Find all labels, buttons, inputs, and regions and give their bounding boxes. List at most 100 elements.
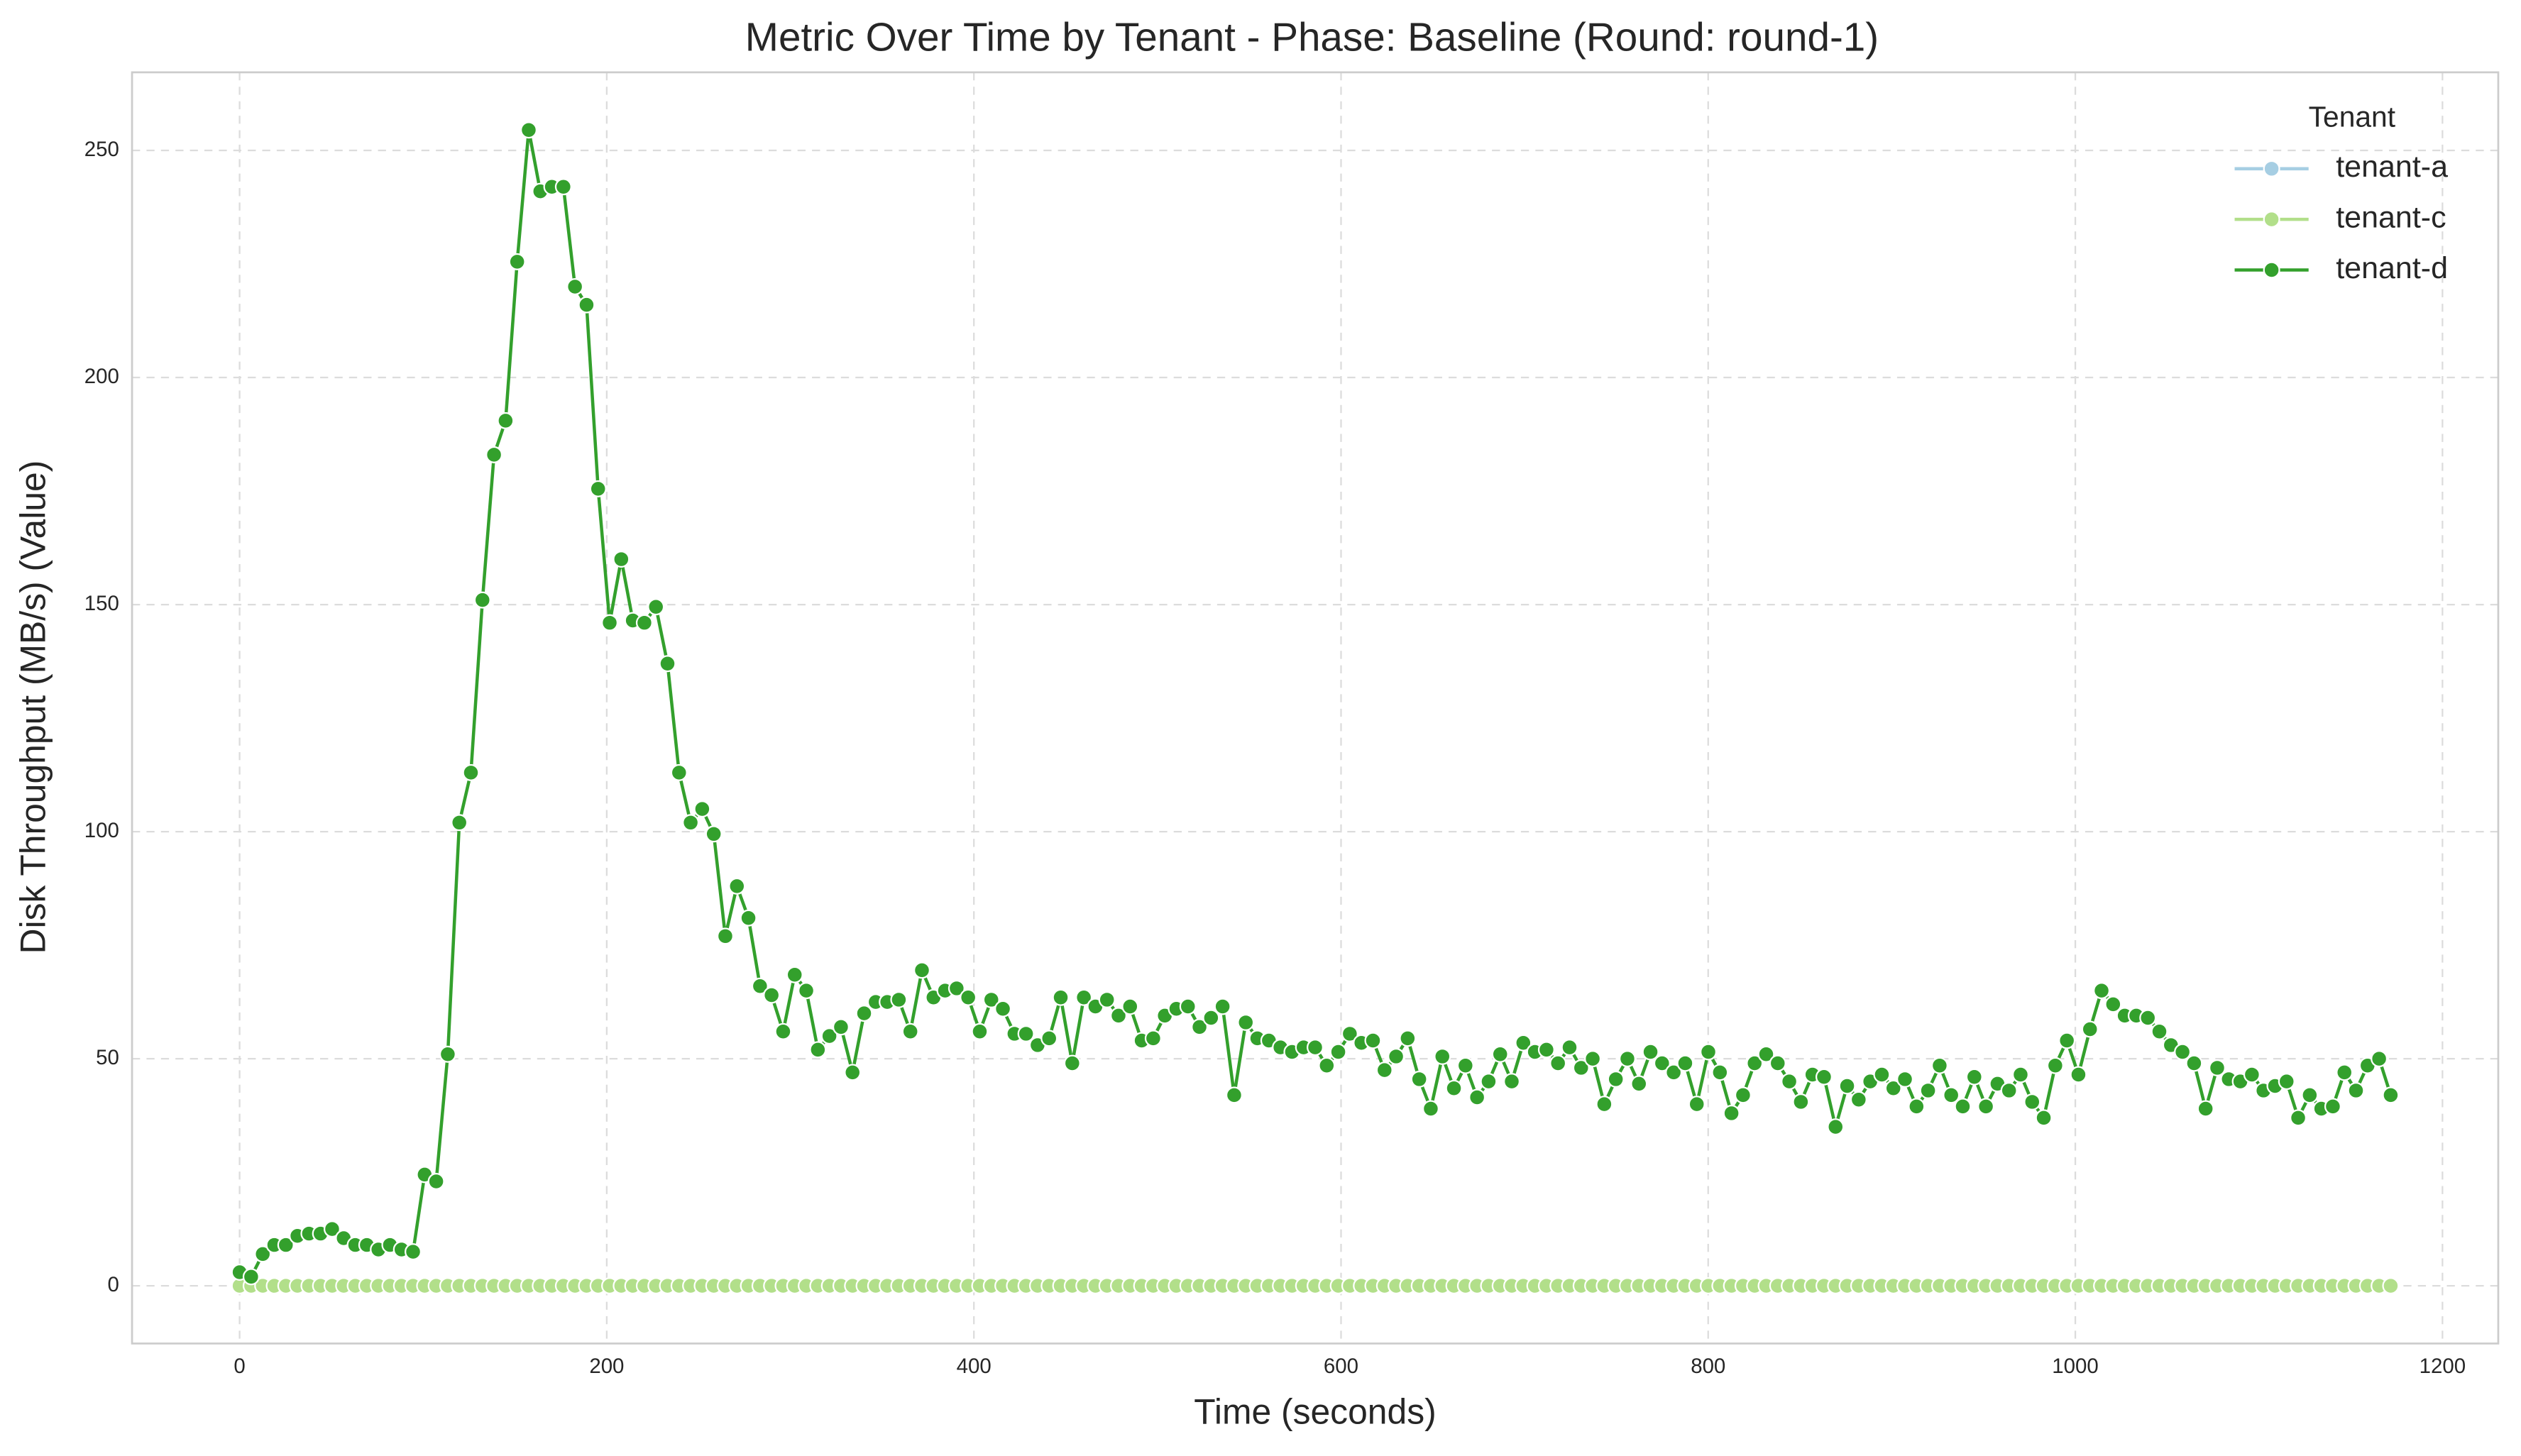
data-point [1746, 1054, 1764, 1072]
data-point [1700, 1043, 1718, 1061]
data-point [554, 178, 572, 196]
legend-title: Tenant [2309, 100, 2396, 133]
data-point [1781, 1073, 1798, 1091]
data-point [1723, 1104, 1740, 1122]
plot-frame [131, 71, 2500, 1345]
data-point [2324, 1098, 2341, 1115]
data-point [1399, 1030, 1417, 1047]
data-point [1930, 1057, 1948, 1074]
x-tick-label: 800 [1691, 1355, 1725, 1378]
data-point [670, 763, 688, 781]
data-point [820, 1027, 838, 1045]
data-point [786, 966, 803, 983]
data-point [774, 1022, 792, 1040]
data-point [960, 988, 977, 1006]
data-point [855, 1005, 873, 1022]
data-point [2046, 1057, 2064, 1074]
data-point [2011, 1066, 2029, 1083]
data-point [2347, 1081, 2365, 1099]
data-point [1549, 1054, 1567, 1072]
data-point [323, 1220, 341, 1238]
data-point [1537, 1041, 1555, 1059]
data-point [254, 1245, 272, 1263]
data-point [1584, 1050, 1602, 1068]
data-point [1098, 991, 1116, 1008]
data-point [1456, 1057, 1474, 1074]
data-point [971, 1022, 989, 1040]
data-point [1561, 1039, 1578, 1057]
x-tick-label: 400 [957, 1355, 992, 1378]
data-point [1410, 1070, 1428, 1088]
data-point [2070, 1066, 2087, 1083]
data-point [1063, 1054, 1081, 1072]
data-point [1954, 1098, 1972, 1115]
x-tick-label: 0 [234, 1355, 245, 1378]
data-point [578, 296, 595, 314]
data-point [1202, 1009, 1220, 1027]
data-point [913, 961, 930, 979]
data-point [844, 1064, 862, 1081]
data-point [659, 655, 676, 673]
data-point [890, 991, 908, 1008]
data-point [1653, 1054, 1671, 1072]
data-point [1445, 1079, 1463, 1097]
data-point [1318, 1057, 1336, 1074]
data-point [1884, 1079, 1902, 1097]
data-point [1329, 1043, 1347, 1061]
data-point [1422, 1100, 1439, 1118]
data-point [2243, 1066, 2261, 1083]
data-point [589, 480, 607, 497]
data-point [693, 800, 711, 818]
data-point [2185, 1054, 2203, 1072]
x-tick-label: 1200 [2420, 1355, 2466, 1378]
data-point [439, 1045, 456, 1063]
data-point [1225, 1086, 1243, 1104]
data-point [2058, 1032, 2076, 1049]
data-point [948, 979, 965, 997]
data-point [1757, 1045, 1775, 1063]
data-point [1191, 1018, 1209, 1036]
data-point [705, 825, 723, 843]
data-point [751, 977, 769, 995]
data-point [901, 1022, 919, 1040]
data-point [613, 551, 630, 568]
data-point [497, 412, 515, 429]
data-point [473, 591, 491, 609]
data-point [1676, 1054, 1694, 1072]
data-point [1711, 1064, 1729, 1081]
data-point [1121, 998, 1139, 1015]
data-point [728, 877, 746, 895]
data-point [2382, 1086, 2400, 1104]
legend-marker [2263, 160, 2280, 177]
plot-area [231, 121, 2400, 1295]
data-point [2336, 1064, 2354, 1081]
data-point [1792, 1093, 1810, 1110]
data-point [1908, 1098, 1926, 1115]
data-point [566, 278, 584, 296]
data-point [1388, 1047, 1405, 1065]
data-point [1109, 1007, 1128, 1025]
data-point [405, 1243, 422, 1261]
data-point [277, 1236, 295, 1254]
data-point [601, 614, 619, 632]
data-point [1040, 1030, 1058, 1047]
data-point [2371, 1050, 2388, 1068]
data-point [716, 927, 734, 945]
data-point [1515, 1034, 1532, 1052]
data-point [1943, 1086, 1960, 1104]
data-point [1919, 1081, 1937, 1099]
data-point [1665, 1064, 1683, 1081]
data-point [1734, 1086, 1752, 1104]
legend-marker [2263, 211, 2280, 228]
data-point [520, 121, 537, 139]
x-tick-label: 600 [1324, 1355, 1358, 1378]
data-point [1965, 1068, 1983, 1086]
data-point [2035, 1109, 2053, 1127]
data-point [1815, 1068, 1833, 1086]
data-point [1434, 1047, 1451, 1065]
x-tick-label: 1000 [2052, 1355, 2099, 1378]
data-point [1642, 1043, 1659, 1061]
data-point [1827, 1118, 1845, 1136]
